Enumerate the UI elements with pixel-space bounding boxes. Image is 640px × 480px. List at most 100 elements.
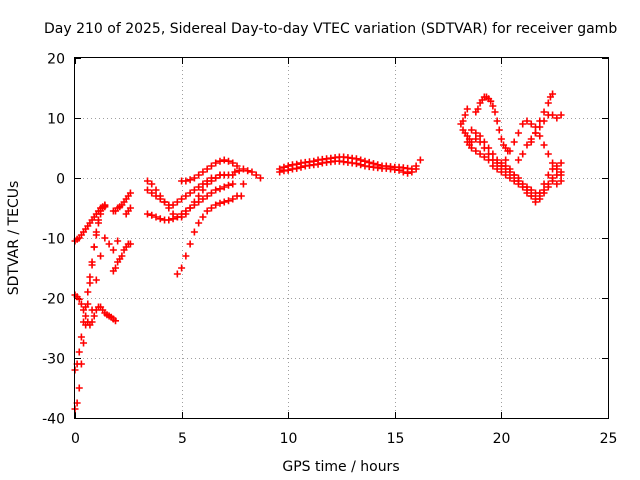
series-s5 bbox=[88, 234, 122, 314]
x-tick-label: 5 bbox=[178, 431, 187, 447]
data-point bbox=[553, 180, 561, 188]
series-s17 bbox=[472, 93, 512, 155]
data-point bbox=[178, 195, 186, 203]
data-point bbox=[485, 150, 493, 158]
data-point bbox=[459, 117, 467, 125]
data-point bbox=[94, 219, 102, 227]
data-point bbox=[195, 192, 203, 200]
data-point bbox=[182, 192, 190, 200]
data-point bbox=[527, 186, 535, 194]
data-point bbox=[231, 168, 239, 176]
series-s15 bbox=[276, 157, 420, 177]
data-point bbox=[86, 279, 94, 287]
data-point bbox=[143, 186, 151, 194]
data-point bbox=[126, 240, 134, 248]
data-point bbox=[553, 114, 561, 122]
data-point bbox=[88, 306, 96, 314]
data-point bbox=[199, 195, 207, 203]
data-point bbox=[495, 126, 503, 134]
data-point bbox=[237, 192, 245, 200]
data-point bbox=[88, 318, 96, 326]
data-point bbox=[549, 111, 557, 119]
data-point bbox=[497, 135, 505, 143]
data-point bbox=[252, 171, 260, 179]
data-point bbox=[148, 211, 156, 219]
data-series-layer bbox=[71, 90, 565, 413]
data-point bbox=[540, 108, 548, 116]
data-point bbox=[77, 300, 85, 308]
data-point bbox=[416, 156, 424, 164]
data-point bbox=[195, 198, 203, 206]
data-point bbox=[156, 195, 164, 203]
data-point bbox=[114, 237, 122, 245]
data-point bbox=[203, 207, 211, 215]
data-point bbox=[195, 219, 203, 227]
y-tick-label: 20 bbox=[47, 52, 65, 68]
data-point bbox=[178, 210, 186, 218]
data-point bbox=[536, 117, 544, 125]
data-point bbox=[476, 150, 484, 158]
data-point bbox=[80, 339, 88, 347]
data-point bbox=[195, 183, 203, 191]
series-s6 bbox=[109, 240, 134, 275]
data-point bbox=[474, 105, 482, 113]
data-point bbox=[239, 165, 247, 173]
data-point bbox=[212, 186, 220, 194]
data-point bbox=[186, 204, 194, 212]
y-tick-label: -10 bbox=[42, 232, 65, 248]
data-point bbox=[190, 174, 198, 182]
data-point bbox=[357, 161, 365, 169]
data-point bbox=[510, 177, 518, 185]
data-point bbox=[90, 243, 98, 251]
y-tick-labels: -40 -30 -20 -10 0 10 20 bbox=[42, 52, 65, 428]
data-point bbox=[169, 201, 177, 209]
data-point bbox=[143, 210, 151, 218]
series-s2 bbox=[71, 201, 109, 374]
y-tick-label: -40 bbox=[42, 412, 65, 428]
data-point bbox=[523, 183, 531, 191]
data-point bbox=[161, 198, 169, 206]
data-point bbox=[248, 168, 256, 176]
data-point bbox=[549, 159, 557, 167]
data-point bbox=[544, 171, 552, 179]
data-point bbox=[549, 90, 557, 98]
data-point bbox=[143, 177, 151, 185]
series-s11 bbox=[173, 192, 241, 278]
data-point bbox=[186, 240, 194, 248]
data-point bbox=[536, 192, 544, 200]
data-point bbox=[182, 177, 190, 185]
data-point bbox=[186, 189, 194, 197]
data-point bbox=[506, 147, 514, 155]
data-point bbox=[463, 105, 471, 113]
data-point bbox=[557, 171, 565, 179]
data-point bbox=[510, 138, 518, 146]
grid-lines bbox=[75, 58, 608, 418]
data-point bbox=[152, 213, 160, 221]
data-point bbox=[233, 162, 241, 170]
data-point bbox=[101, 202, 109, 210]
data-point bbox=[514, 156, 522, 164]
data-point bbox=[92, 276, 100, 284]
x-tick-label: 20 bbox=[493, 431, 511, 447]
data-point bbox=[199, 180, 207, 188]
series-s20 bbox=[468, 144, 522, 188]
data-point bbox=[212, 159, 220, 167]
data-point bbox=[229, 180, 237, 188]
data-point bbox=[207, 189, 215, 197]
data-point bbox=[514, 180, 522, 188]
data-point bbox=[152, 192, 160, 200]
data-point bbox=[229, 159, 237, 167]
data-point bbox=[203, 165, 211, 173]
data-point bbox=[225, 197, 233, 205]
data-point bbox=[182, 252, 190, 260]
y-tick-label: -20 bbox=[42, 292, 65, 308]
y-axis-label: SDTVAR / TECUs bbox=[6, 181, 22, 296]
data-point bbox=[297, 163, 305, 171]
data-point bbox=[472, 135, 480, 143]
x-tick-label: 10 bbox=[280, 431, 298, 447]
data-point bbox=[476, 132, 484, 140]
data-point bbox=[239, 180, 247, 188]
data-point bbox=[148, 180, 156, 188]
data-point bbox=[468, 126, 476, 134]
